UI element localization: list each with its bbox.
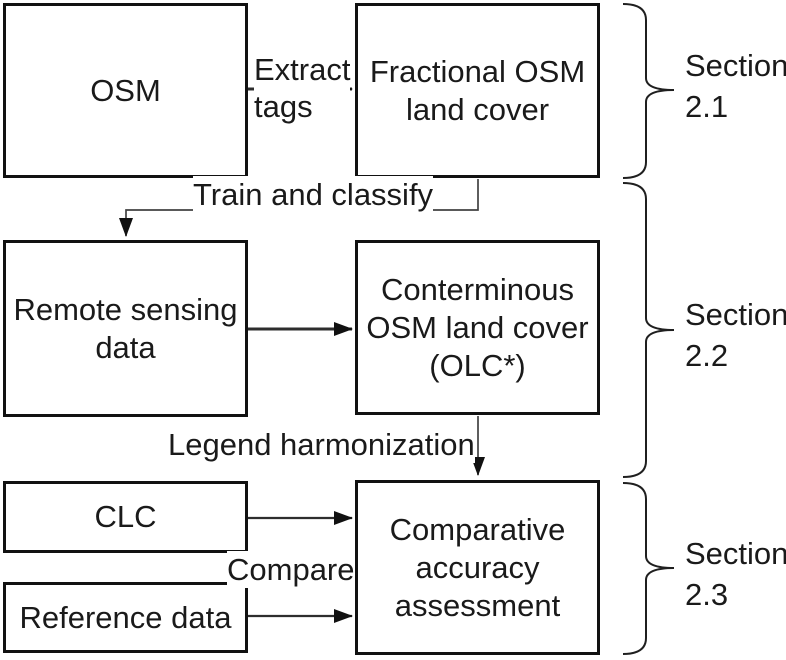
- box-osm: OSM: [3, 3, 248, 178]
- box-clc-label: CLC: [94, 499, 157, 534]
- box-reference-label: Reference data: [19, 599, 232, 635]
- box-conterminous-osm-land-cover: Conterminous OSM land cover (OLC*): [355, 240, 600, 415]
- box-osm-label: OSM: [90, 72, 161, 108]
- box-clc: CLC: [3, 481, 248, 553]
- box-conterminous-label: Conterminous OSM land cover (OLC*): [366, 271, 589, 383]
- section-label-2-3: Section 2.3: [685, 536, 786, 612]
- section-label-2-1: Section 2.1: [685, 48, 786, 124]
- box-remote-sensing-data: Remote sensing data: [3, 240, 248, 417]
- brace-section-2-3: [622, 482, 675, 655]
- brace-section-2-1: [622, 3, 675, 179]
- section-label-2-2: Section 2.2: [685, 297, 786, 373]
- box-fractional-osm-land-cover: Fractional OSM land cover: [355, 3, 600, 178]
- box-fractional-label: Fractional OSM land cover: [369, 53, 586, 127]
- box-comparative-accuracy-assessment: Comparative accuracy assessment: [355, 480, 600, 655]
- brace-section-2-2: [622, 182, 675, 478]
- edge-label-compare: Compare: [227, 551, 355, 588]
- box-comparative-label: Comparative accuracy assessment: [389, 511, 566, 623]
- box-remote-label: Remote sensing data: [13, 291, 238, 365]
- edge-label-legend-harmonization: Legend harmonization: [168, 426, 475, 463]
- edge-label-extract-tags: Extract tags: [254, 51, 351, 125]
- box-reference-data: Reference data: [3, 582, 248, 653]
- edge-label-train-and-classify: Train and classify: [193, 176, 434, 213]
